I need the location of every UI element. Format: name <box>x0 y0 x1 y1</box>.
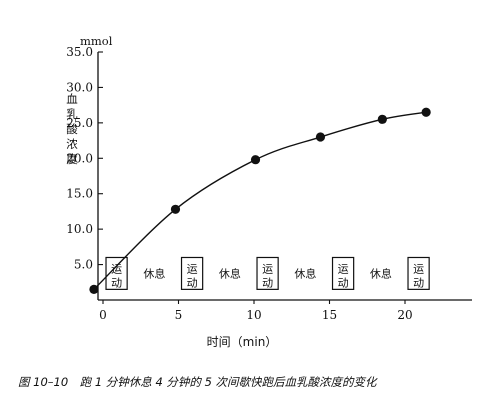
exercise-interval-label: 运动 <box>187 262 198 289</box>
y-tick-label: 30.0 <box>66 80 93 94</box>
data-point <box>315 132 326 142</box>
data-point <box>170 204 181 214</box>
y-tick-label: 35.0 <box>66 45 93 59</box>
exercise-interval-box <box>180 256 204 290</box>
exercise-interval-box <box>407 256 430 290</box>
x-tick-label: 15 <box>322 308 337 322</box>
exercise-interval-box <box>256 256 279 290</box>
x-tick-label: 5 <box>175 308 183 322</box>
y-tick-label: 25.0 <box>66 116 93 130</box>
exercise-interval-box <box>331 256 355 290</box>
y-tick-label: 10.0 <box>66 222 93 236</box>
rest-interval-label: 休息 <box>294 266 316 280</box>
x-axis-title: 时间（min） <box>207 335 278 349</box>
data-point <box>250 155 261 165</box>
exercise-interval-label: 运动 <box>413 262 424 289</box>
y-axis-title: 血乳酸浓度 <box>66 92 78 166</box>
y-tick-label: 15.0 <box>66 187 93 201</box>
rest-interval-label: 休息 <box>370 266 392 280</box>
rest-interval-label: 休息 <box>143 266 165 280</box>
y-tick-label: 5.0 <box>74 258 93 272</box>
x-tick-label: 10 <box>246 308 261 322</box>
figure-caption: 图 10–10 跑 1 分钟休息 4 分钟的 5 次间歇快跑后血乳酸浓度的变化 <box>18 375 377 389</box>
y-tick-label: 20.0 <box>66 151 93 165</box>
data-point <box>421 107 431 117</box>
rest-interval-label: 休息 <box>219 266 241 280</box>
data-point <box>89 284 99 294</box>
y-unit-label: mmol <box>80 34 113 48</box>
exercise-interval-label: 运动 <box>338 262 349 289</box>
x-tick-label: 20 <box>397 308 412 322</box>
exercise-interval-box <box>105 256 128 290</box>
x-tick-label: 0 <box>99 308 107 322</box>
exercise-interval-label: 运动 <box>262 262 273 289</box>
data-point <box>377 114 387 124</box>
exercise-interval-label: 运动 <box>111 262 122 289</box>
